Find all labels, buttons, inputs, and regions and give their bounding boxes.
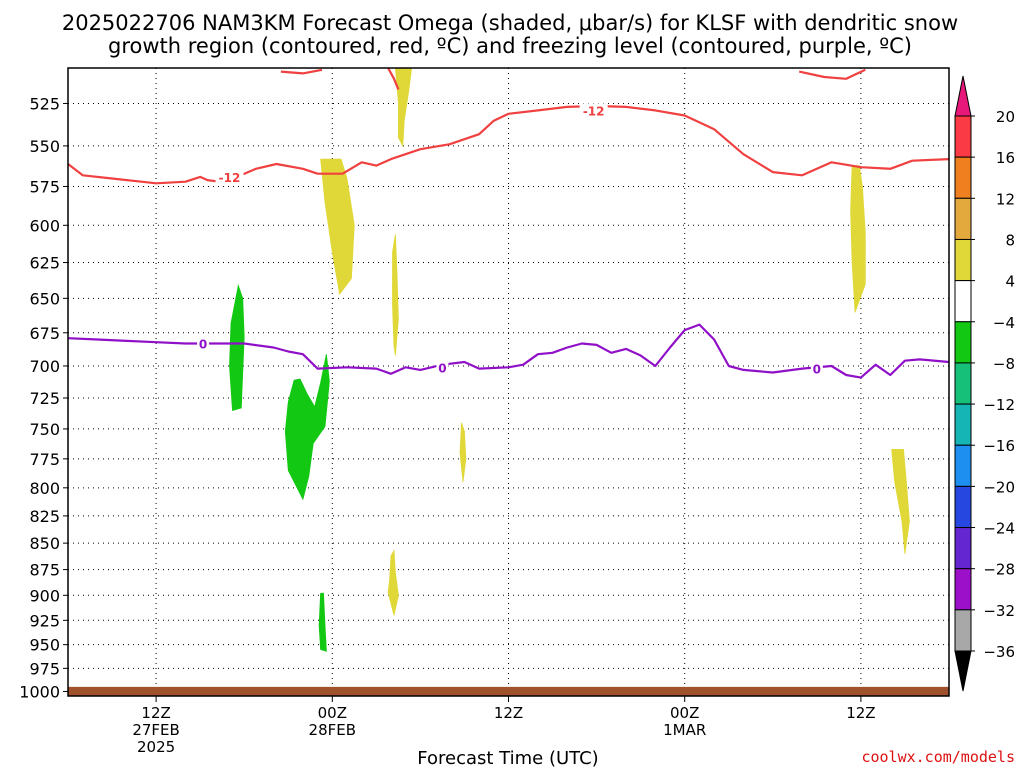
y-axis-ticks: 525 550 575 600 625 650 675 700 725 750 775 800 825 8…: [19, 94, 68, 701]
y-tick-label: 600: [29, 216, 60, 235]
x-tick-label: 12Z: [141, 704, 170, 722]
x-tick-label: 28FEB: [309, 721, 356, 739]
y-tick-label: 875: [29, 561, 60, 580]
credit-text: coolwx.com/models: [861, 748, 1015, 766]
colorbar-tick-label: −36: [983, 643, 1015, 661]
colorbar-swatch: [954, 156, 972, 199]
colorbar-swatch: [954, 609, 972, 652]
y-tick-label: 675: [29, 324, 60, 343]
omega-shaded-region: [394, 68, 413, 148]
plot-area: -12 -12 0 0 0: [67, 67, 950, 697]
y-tick-label: 550: [29, 137, 60, 156]
colorbar-swatch: [954, 527, 972, 570]
omega-shaded-region: [320, 158, 355, 296]
colorbar-min-arrow: [954, 650, 972, 692]
colorbar-swatch: [954, 362, 972, 405]
colorbar-tick-label: −20: [983, 478, 1015, 496]
colorbar-tick-label: 8: [1005, 231, 1015, 249]
omega-shaded-region: [459, 422, 467, 483]
contour-label-bg: [810, 361, 823, 376]
y-tick-label: 975: [29, 659, 60, 678]
contour-labels: -12 -12 0 0 0: [197, 103, 823, 377]
colorbar-tick-label: −28: [983, 561, 1015, 579]
colorbar-tick-label: −32: [983, 602, 1015, 620]
contour-label: -12: [219, 171, 241, 185]
x-tick-label: 1MAR: [663, 721, 706, 739]
contour-label: -12: [583, 104, 605, 118]
x-axis-label: Forecast Time (UTC): [417, 748, 598, 768]
colorbar-swatch: [954, 568, 972, 611]
y-tick-label: 750: [29, 420, 60, 439]
colorbar-swatch: [954, 444, 972, 487]
y-tick-label: 775: [29, 450, 60, 469]
temperature-contours: [68, 68, 949, 379]
omega-shaded-region: [850, 165, 866, 313]
omega-shaded-region: [387, 549, 399, 616]
colorbar: 20 16 12 8 4 −4 −8 −12 −16 −20 −24 −28 −32 −36: [954, 75, 1015, 692]
omega-shaded-region: [229, 284, 245, 412]
colorbar-tick-label: 20: [996, 108, 1015, 126]
colorbar-tick-label: 12: [996, 190, 1015, 208]
colorbar-tick-label: −12: [983, 396, 1015, 414]
omega-shaded-region: [318, 592, 327, 652]
x-tick-label: 2025: [137, 738, 175, 756]
omega-shaded-region: [392, 234, 399, 356]
y-tick-label: 700: [29, 357, 60, 376]
y-tick-label: 900: [29, 586, 60, 605]
contour-line: [280, 68, 323, 75]
colorbar-swatch: [954, 321, 972, 364]
x-tick-label: 00Z: [670, 704, 699, 722]
grid-lines: [68, 68, 949, 696]
chart-title-line2: growth region (contoured, red, ºC) and f…: [108, 34, 912, 58]
contour-label: 0: [199, 338, 207, 352]
plot-frame: [67, 67, 950, 697]
chart-title-line1: 2025022706 NAM3KM Forecast Omega (shaded…: [62, 11, 958, 35]
colorbar-swatch: [954, 403, 972, 446]
y-tick-label: 725: [29, 389, 60, 408]
omega-shading: [229, 68, 910, 652]
y-tick-label: 925: [29, 611, 60, 630]
colorbar-max-arrow: [954, 75, 972, 117]
contour-line: [387, 68, 400, 90]
colorbar-tick-label: 4: [1005, 273, 1015, 291]
omega-shaded-region: [891, 449, 910, 554]
colorbar-tick-label: −24: [983, 520, 1015, 538]
colorbar-swatch: [954, 485, 972, 529]
x-tick-label: 00Z: [318, 704, 347, 722]
contour-line: [798, 68, 866, 80]
contour-label: 0: [813, 363, 821, 377]
contour-label-bg: [215, 169, 244, 184]
y-tick-label: 525: [29, 94, 60, 113]
contour-line: [68, 104, 949, 185]
x-tick-label: 12Z: [494, 704, 523, 722]
terrain-fill: [68, 686, 949, 696]
y-tick-label: 625: [29, 254, 60, 273]
colorbar-swatch: [954, 197, 972, 240]
omega-shaded-region: [284, 354, 330, 501]
y-tick-label: 650: [29, 289, 60, 308]
colorbar-swatch: [954, 280, 972, 323]
y-tick-label: 1000: [19, 682, 60, 701]
colorbar-tick-label: −16: [983, 437, 1015, 455]
colorbar-tick-label: −4: [993, 314, 1015, 332]
x-tick-label: 12Z: [846, 704, 875, 722]
y-tick-label: 825: [29, 507, 60, 526]
colorbar-swatch: [954, 238, 972, 282]
terrain-band: [68, 686, 949, 696]
contour-label-bg: [579, 103, 608, 118]
x-tick-label: 27FEB: [132, 721, 179, 739]
contour-label: 0: [438, 361, 446, 375]
y-tick-label: 950: [29, 636, 60, 655]
y-tick-label: 575: [29, 177, 60, 196]
y-tick-label: 850: [29, 534, 60, 553]
contour-label-bg: [436, 360, 449, 375]
contour-label-bg: [197, 336, 210, 351]
y-tick-label: 800: [29, 479, 60, 498]
colorbar-tick-label: 16: [996, 149, 1015, 167]
colorbar-swatch: [954, 115, 972, 158]
colorbar-tick-label: −8: [993, 355, 1015, 373]
